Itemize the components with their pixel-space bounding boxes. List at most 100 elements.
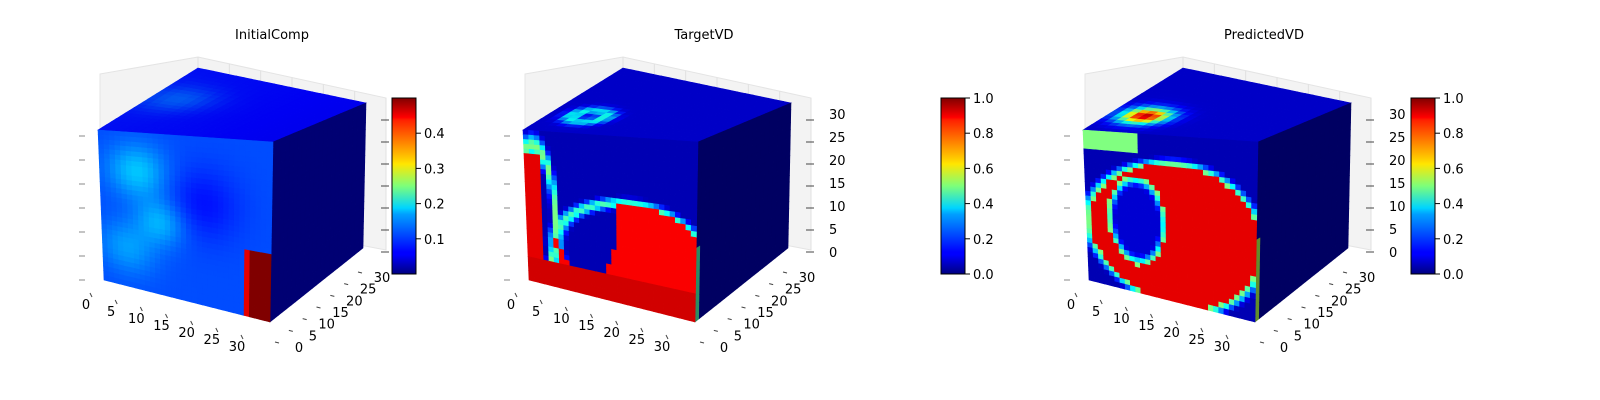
voxel-cell (174, 150, 181, 157)
voxel-cell (131, 151, 138, 158)
voxel-cell (605, 176, 612, 183)
voxel-cell (158, 158, 165, 166)
voxel-cell (533, 139, 541, 146)
voxel-cell (604, 150, 611, 157)
panel-title: TargetVD (673, 28, 733, 43)
voxel-cell (196, 172, 203, 180)
voxel-cell (163, 159, 170, 166)
voxel-cell (659, 160, 666, 168)
voxel-cell (234, 144, 241, 151)
voxel-cell (615, 151, 622, 158)
voxel-cell (577, 138, 584, 145)
y-tick-label: 0 (295, 341, 303, 356)
voxel-cell (103, 144, 110, 151)
voxel-cell (163, 139, 170, 146)
voxel-cell (136, 156, 143, 163)
voxel-cell (245, 145, 252, 152)
voxel-cell (217, 175, 224, 182)
voxel-cell (255, 195, 262, 203)
voxel-cell (196, 152, 203, 159)
voxel-cell (675, 151, 682, 158)
voxel-cell (201, 178, 208, 186)
voxel-cell (659, 166, 666, 173)
voxel-cell (147, 142, 154, 150)
voxel-cell (256, 157, 263, 164)
voxel-cell (663, 308, 670, 316)
voxel-cell (250, 156, 257, 164)
voxel-cell (260, 202, 267, 210)
voxel-cell (637, 190, 644, 198)
voxel-cell (212, 169, 219, 176)
voxel-cell (234, 149, 241, 157)
voxel-cell (572, 147, 579, 155)
voxel-cell (228, 171, 235, 178)
voxel-cell (632, 163, 639, 171)
voxel-cell (686, 157, 693, 165)
voxel-cell (642, 185, 649, 193)
voxel-cell (181, 294, 188, 302)
colorbar-gradient (940, 97, 966, 275)
x-tick-mark (165, 313, 168, 319)
voxel-cell (223, 149, 230, 156)
voxel-cell (637, 185, 644, 192)
voxel-cell (120, 145, 127, 152)
voxel-cell (675, 145, 682, 153)
voxel-cell (610, 166, 617, 174)
voxel-cell (217, 303, 224, 311)
voxel-cell (632, 158, 639, 165)
voxel-cell (157, 133, 165, 140)
x-tick-mark (190, 320, 194, 326)
voxel-cell (109, 154, 116, 161)
voxel-cell (266, 163, 273, 171)
voxel-cell (190, 177, 198, 185)
voxel-cell (135, 132, 143, 139)
voxel-cell (675, 189, 682, 197)
voxel-cell (250, 184, 257, 192)
voxel-cell (119, 140, 127, 147)
voxel-cell (174, 145, 181, 152)
voxel-cell (261, 174, 268, 182)
voxel-cell (653, 154, 660, 162)
voxel-cell (528, 130, 535, 136)
voxel-cell (632, 142, 639, 149)
voxel-cell (659, 139, 666, 146)
voxel-cell (637, 174, 644, 182)
voxel-cell (648, 149, 655, 156)
voxel-cell (228, 192, 235, 200)
voxel-cell (239, 188, 246, 196)
voxel-cell (632, 147, 639, 155)
voxel-cell (163, 149, 170, 156)
voxel-cell (580, 287, 587, 295)
voxel-cell (534, 154, 541, 161)
voxel-cell (626, 183, 633, 191)
voxel-cell (545, 155, 552, 162)
voxel-cell (223, 304, 229, 312)
voxel-cell (223, 138, 230, 145)
voxel-cell (572, 157, 579, 164)
voxel-cell (621, 178, 628, 185)
voxel-cell (577, 158, 585, 165)
voxel-cell (523, 139, 530, 145)
x-tick-mark (640, 327, 644, 333)
voxel-cell (681, 157, 688, 164)
voxel-cell (610, 151, 617, 158)
z-tick-label: 25 (829, 131, 846, 146)
voxel-cell (147, 138, 154, 145)
voxel-cell (588, 154, 595, 161)
voxel-cell (201, 183, 208, 191)
voxel-cell (577, 133, 584, 140)
voxel-cell (174, 165, 181, 172)
voxel-cell (250, 200, 257, 208)
voxel-cell (113, 277, 120, 285)
voxel-cell (136, 142, 143, 149)
voxel-cell (119, 131, 126, 138)
voxel-cell (152, 133, 159, 140)
voxel-cell (150, 286, 157, 294)
voxel-cell (141, 137, 148, 144)
y-tick-mark (727, 318, 732, 321)
y-tick-label: 5 (309, 329, 317, 344)
voxel-cell (212, 164, 219, 171)
voxel-cell (168, 144, 176, 151)
voxel-cell (174, 175, 181, 183)
voxel-cell (261, 157, 268, 165)
